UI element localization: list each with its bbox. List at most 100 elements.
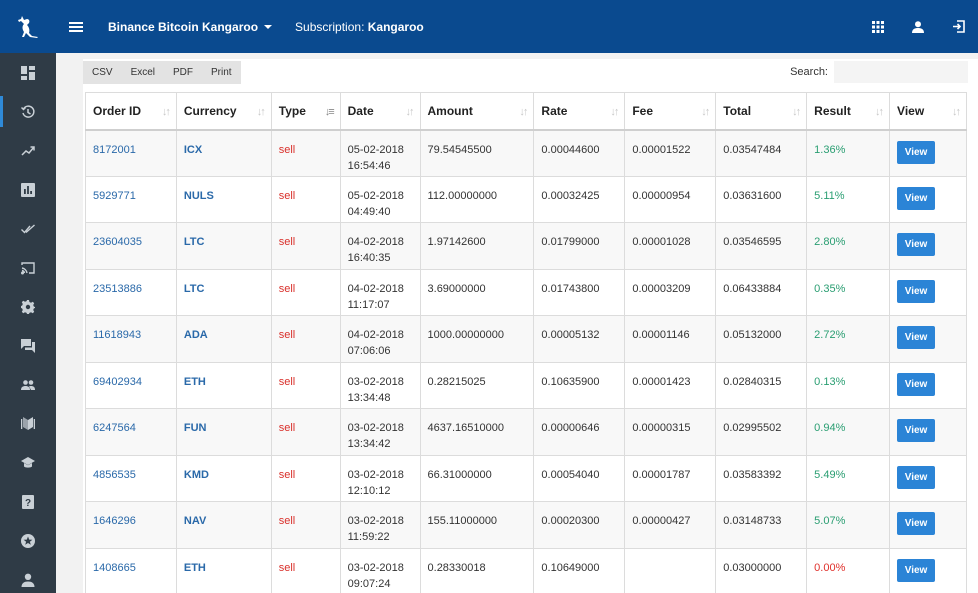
sidebar-item-academy[interactable] bbox=[0, 443, 56, 482]
column-header-result[interactable]: Result ↓↑ bbox=[806, 92, 891, 131]
apps-grid-button[interactable] bbox=[858, 0, 898, 53]
order-total: 0.03000000 bbox=[723, 561, 782, 574]
sort-icon: ↓↑ bbox=[405, 106, 415, 118]
currency-link[interactable]: ETH bbox=[183, 375, 206, 388]
column-header-date[interactable]: Date ↓↑ bbox=[339, 92, 421, 131]
sidebar-item-history[interactable] bbox=[0, 92, 56, 131]
orders-table: Order ID ↓↑ Currency ↓↑ Type ↓≡ Date ↓↑ Amou… bbox=[85, 92, 967, 593]
order-time: 16:40:35 bbox=[347, 252, 391, 264]
view-button[interactable]: View bbox=[897, 186, 936, 210]
order-id-link[interactable]: 8172001 bbox=[93, 143, 136, 156]
caret-down-icon bbox=[264, 24, 273, 29]
currency-link[interactable]: LTC bbox=[183, 236, 205, 248]
view-button[interactable]: View bbox=[897, 372, 936, 396]
view-button[interactable]: View bbox=[897, 558, 936, 582]
sidebar-item-dashboard[interactable] bbox=[0, 53, 56, 92]
sidebar-item-completed[interactable] bbox=[0, 209, 56, 248]
order-amount: 79.54545500 bbox=[427, 143, 492, 156]
sidebar-item-signals[interactable] bbox=[0, 248, 56, 287]
currency-link[interactable]: ICX bbox=[183, 143, 203, 156]
order-id-link[interactable]: 11618943 bbox=[93, 329, 142, 341]
order-type: sell bbox=[278, 422, 296, 434]
currency-link[interactable]: FUN bbox=[183, 422, 207, 434]
sort-icon: ↓↑ bbox=[256, 106, 266, 118]
excel-button[interactable]: Excel bbox=[121, 61, 165, 84]
gear-icon bbox=[21, 299, 35, 314]
order-date: 04-02-2018 bbox=[347, 236, 404, 248]
view-button[interactable]: View bbox=[897, 512, 936, 535]
menu-toggle-button[interactable] bbox=[56, 0, 96, 53]
column-header-rate[interactable]: Rate ↓↑ bbox=[533, 92, 626, 131]
currency-link[interactable]: NAV bbox=[183, 515, 207, 527]
order-id-link[interactable]: 1646296 bbox=[93, 515, 136, 527]
order-fee: 0.00001787 bbox=[632, 468, 691, 481]
view-button[interactable]: View bbox=[897, 326, 936, 349]
sidebar-item-reports[interactable] bbox=[0, 170, 56, 209]
order-time: 13:34:42 bbox=[347, 438, 391, 450]
order-id-link[interactable]: 4856535 bbox=[93, 468, 136, 481]
order-id-link[interactable]: 23604035 bbox=[93, 236, 142, 248]
order-date: 03-02-2018 bbox=[347, 422, 404, 434]
order-id-link[interactable]: 6247564 bbox=[93, 422, 136, 434]
column-header-view[interactable]: View ↓↑ bbox=[889, 92, 967, 131]
sidebar-item-messages[interactable] bbox=[0, 326, 56, 365]
double-check-icon bbox=[21, 223, 35, 234]
pdf-button[interactable]: PDF bbox=[164, 61, 203, 84]
order-id-link[interactable]: 5929771 bbox=[93, 189, 136, 202]
order-id-link[interactable]: 1408665 bbox=[93, 561, 136, 574]
order-rate: 0.00020300 bbox=[541, 515, 600, 527]
currency-link[interactable]: ADA bbox=[183, 329, 208, 341]
order-type: sell bbox=[278, 515, 296, 527]
column-header-currency[interactable]: Currency ↓↑ bbox=[175, 92, 272, 131]
account-name: Binance Bitcoin Kangaroo bbox=[108, 19, 259, 34]
profile-button[interactable] bbox=[898, 0, 938, 53]
account-selector[interactable]: Binance Bitcoin Kangaroo bbox=[108, 19, 273, 34]
sidebar-item-users[interactable] bbox=[0, 365, 56, 404]
column-header-amount[interactable]: Amount ↓↑ bbox=[419, 92, 535, 131]
search-input[interactable] bbox=[834, 61, 968, 83]
sidebar-item-help[interactable]: ? bbox=[0, 482, 56, 521]
column-header-order-id[interactable]: Order ID ↓↑ bbox=[85, 92, 177, 131]
view-button[interactable]: View bbox=[897, 465, 936, 489]
table-row: 1646296 NAV sell 03-02-2018 11:59:22 155.… bbox=[85, 501, 967, 549]
order-total: 0.03148733 bbox=[723, 515, 782, 527]
order-id-link[interactable]: 23513886 bbox=[93, 282, 142, 295]
currency-link[interactable]: ETH bbox=[183, 561, 206, 574]
dashboard-icon bbox=[21, 65, 35, 80]
view-button[interactable]: View bbox=[897, 140, 936, 164]
sort-icon: ↓↑ bbox=[519, 106, 528, 118]
view-button[interactable]: View bbox=[897, 233, 936, 256]
view-button[interactable]: View bbox=[897, 419, 936, 442]
order-result: 2.80% bbox=[814, 236, 846, 248]
currency-link[interactable]: KMD bbox=[183, 468, 209, 481]
view-button[interactable]: View bbox=[897, 279, 936, 303]
sidebar-item-trending[interactable] bbox=[0, 131, 56, 170]
print-button[interactable]: Print bbox=[202, 61, 241, 84]
sidebar-item-guide[interactable] bbox=[0, 404, 56, 443]
sidebar-item-settings[interactable] bbox=[0, 287, 56, 326]
svg-text:?: ? bbox=[25, 498, 31, 509]
order-fee: 0.00001146 bbox=[632, 329, 690, 341]
sidebar-item-favorites[interactable] bbox=[0, 521, 56, 560]
currency-link[interactable]: LTC bbox=[183, 282, 205, 295]
order-total: 0.03547484 bbox=[723, 143, 782, 156]
column-header-fee[interactable]: Fee ↓↑ bbox=[624, 92, 717, 131]
csv-button[interactable]: CSV bbox=[83, 61, 122, 84]
kangaroo-logo-icon[interactable] bbox=[0, 0, 56, 53]
order-type: sell bbox=[278, 189, 296, 202]
column-header-type[interactable]: Type ↓≡ bbox=[270, 92, 341, 131]
currency-link[interactable]: NULS bbox=[183, 189, 214, 202]
person-icon bbox=[21, 573, 35, 587]
bar-chart-icon bbox=[21, 182, 35, 197]
order-amount: 4637.16510000 bbox=[427, 422, 504, 434]
column-header-total[interactable]: Total ↓↑ bbox=[715, 92, 808, 131]
person-icon bbox=[912, 20, 924, 33]
order-id-link[interactable]: 69402934 bbox=[93, 375, 142, 388]
order-total: 0.05132000 bbox=[723, 329, 782, 341]
order-time: 16:54:46 bbox=[347, 159, 391, 172]
order-time: 11:59:22 bbox=[347, 531, 390, 543]
sidebar-item-account[interactable] bbox=[0, 560, 56, 593]
logout-button[interactable] bbox=[938, 0, 978, 53]
sort-active-icon: ↓≡ bbox=[324, 106, 335, 118]
order-amount: 112.00000000 bbox=[427, 189, 498, 202]
